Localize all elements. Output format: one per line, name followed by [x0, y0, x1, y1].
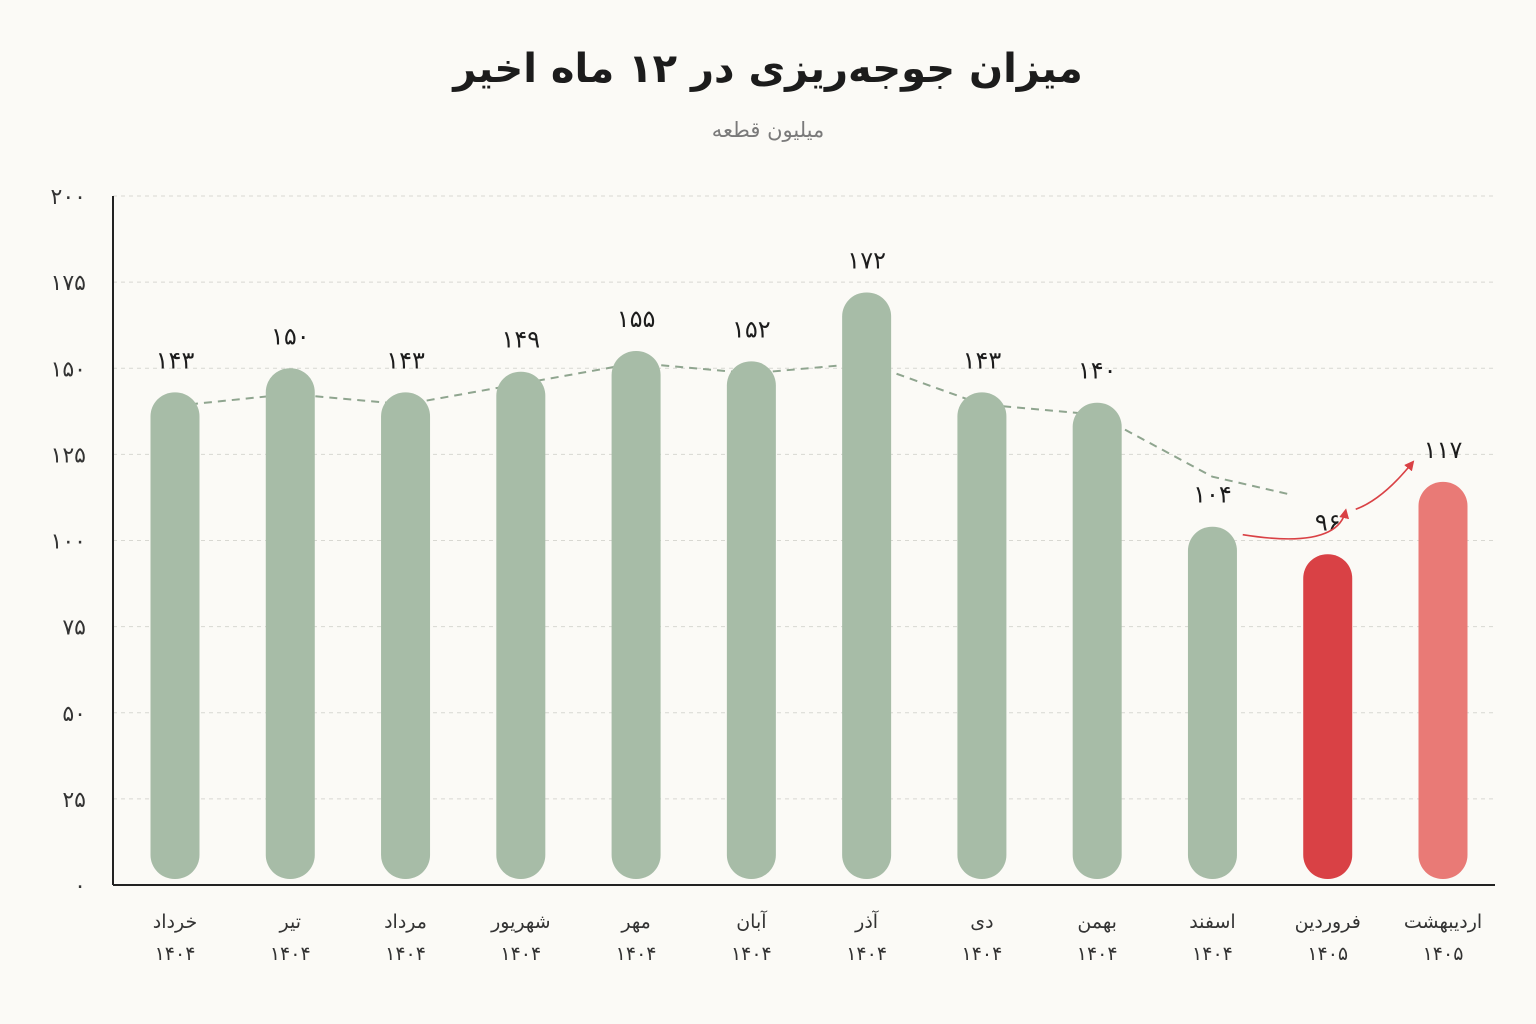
bar	[150, 392, 200, 879]
x-tick-year-label: ۱۴۰۵	[1307, 943, 1348, 965]
y-tick-label: ۱۵۰	[51, 357, 86, 382]
x-tick-year-label: ۱۴۰۴	[270, 943, 311, 965]
bar-value-label: ۱۴۳	[156, 346, 195, 374]
x-tick-month-label: اردیبهشت	[1404, 911, 1482, 933]
bar-value-label: ۱۷۲	[847, 246, 886, 274]
y-tick-label: ۰	[74, 874, 86, 899]
chart-title: میزان جوجه‌ریزی در ۱۲ ماه اخیر	[453, 46, 1083, 92]
bar	[496, 371, 546, 879]
bar	[957, 392, 1007, 879]
bar-value-label: ۱۴۳	[963, 346, 1002, 374]
bar-value-label: ۱۰۴	[1193, 481, 1232, 509]
y-tick-label: ۱۰۰	[51, 530, 86, 555]
y-tick-label: ۵۰	[62, 702, 86, 727]
x-tick-month-label: شهریور	[490, 911, 550, 933]
x-tick-year-label: ۱۴۰۴	[731, 943, 772, 965]
y-tick-label: ۱۷۵	[51, 271, 86, 296]
chart-subtitle: میلیون قطعه	[711, 118, 825, 142]
bar	[1418, 481, 1468, 879]
x-tick-year-label: ۱۴۰۴	[846, 943, 887, 965]
bar	[1072, 402, 1122, 879]
y-tick-label: ۲۵	[62, 788, 86, 813]
bar-value-label: ۱۴۳	[386, 346, 425, 374]
recovery-arrow	[1355, 460, 1415, 511]
x-tick-year-label: ۱۴۰۴	[500, 943, 541, 965]
x-tick-year-label: ۱۴۰۴	[1192, 943, 1233, 965]
x-tick-month-label: مهر	[620, 911, 650, 933]
x-tick-month-label: تیر	[279, 911, 302, 933]
x-tick-month-label: آذر	[854, 909, 879, 933]
x-tick-year-label: ۱۴۰۴	[1077, 943, 1118, 965]
bar-value-label: ۱۵۵	[617, 305, 656, 333]
y-tick-label: ۷۵	[62, 616, 86, 641]
bar	[265, 368, 315, 879]
bar	[842, 292, 892, 880]
bar	[1187, 526, 1237, 879]
bar-value-label: ۱۱۷	[1424, 436, 1463, 464]
x-tick-month-label: دی	[970, 911, 993, 933]
bar-value-label: ۱۴۰	[1078, 357, 1117, 385]
y-tick-label: ۲۰۰	[51, 185, 86, 210]
x-tick-month-label: مرداد	[384, 911, 427, 933]
bar	[381, 392, 431, 879]
bar-value-label: ۱۴۹	[501, 326, 540, 354]
x-tick-month-label: اسفند	[1189, 911, 1236, 933]
x-tick-year-label: ۱۴۰۴	[385, 943, 426, 965]
x-tick-month-label: آبان	[736, 909, 767, 933]
bar	[611, 351, 661, 879]
bar-value-label: ۱۵۰	[271, 322, 310, 350]
y-tick-label: ۱۲۵	[51, 443, 86, 468]
bar-value-label: ۱۵۲	[732, 315, 771, 343]
bar	[726, 361, 776, 879]
x-tick-year-label: ۱۴۰۴	[961, 943, 1002, 965]
x-tick-month-label: فروردین	[1295, 911, 1361, 933]
x-tick-year-label: ۱۴۰۴	[616, 943, 657, 965]
x-tick-month-label: خرداد	[153, 911, 197, 933]
x-tick-month-label: بهمن	[1077, 911, 1117, 933]
x-tick-year-label: ۱۴۰۴	[155, 943, 196, 965]
bar	[1303, 554, 1353, 879]
x-tick-year-label: ۱۴۰۵	[1423, 943, 1464, 965]
drop-arrow	[1242, 508, 1350, 540]
